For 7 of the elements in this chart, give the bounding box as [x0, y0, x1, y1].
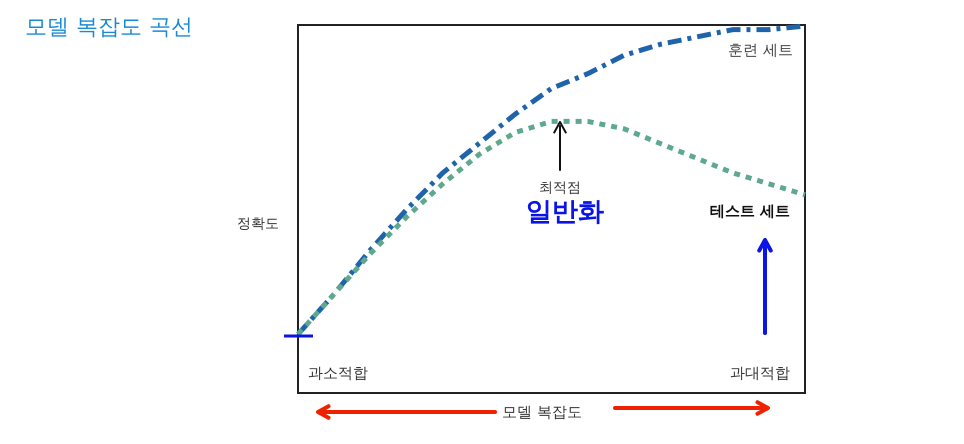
xlabel: 모델 복잡도	[502, 403, 582, 421]
annotation: 최적점	[539, 180, 581, 196]
title: 모델 복잡도 곡선	[25, 15, 193, 40]
ylabel: 정확도	[237, 216, 279, 232]
annotation: 일반화	[526, 197, 604, 227]
annotation: 과소적합	[308, 364, 368, 382]
annotation: 과대적합	[730, 364, 790, 382]
